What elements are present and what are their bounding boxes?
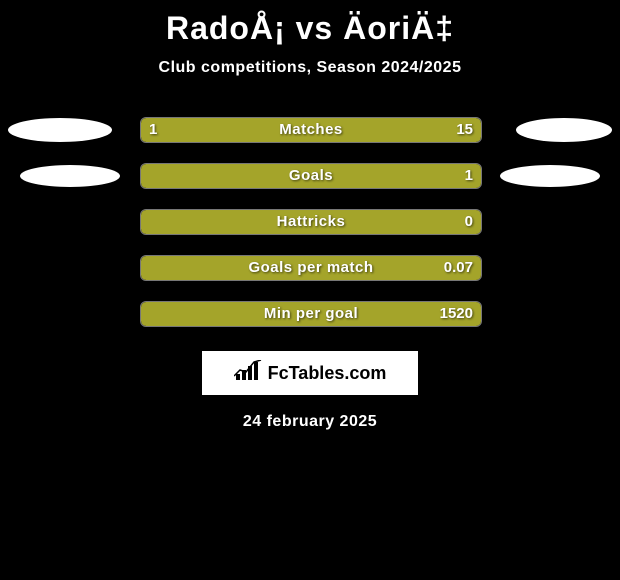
date-text: 24 february 2025 [0,413,620,431]
stat-value-left: 1 [149,121,157,138]
comparison-container: RadoÅ¡ vs ÄoriÄ‡ Club competitions, Seas… [0,10,620,431]
player-marker-left [8,118,112,142]
player-marker-left [20,165,120,187]
comparison-row: Min per goal1520 [0,291,620,337]
stat-value-right: 0 [465,213,473,230]
logo-text: FcTables.com [268,363,387,384]
player-marker-right [500,165,600,187]
page-title: RadoÅ¡ vs ÄoriÄ‡ [0,10,620,47]
stat-value-right: 1 [465,167,473,184]
stat-label: Hattricks [141,213,481,230]
stat-value-right: 1520 [440,305,473,322]
stat-value-right: 15 [456,121,473,138]
comparison-row: Matches1 15 [0,107,620,153]
stat-value-right: 0.07 [444,259,473,276]
stat-label: Goals [141,167,481,184]
stat-bar: Goals per match0.07 [140,255,482,281]
comparison-row: Goals per match0.07 [0,245,620,291]
stat-label: Goals per match [141,259,481,276]
stat-label: Min per goal [141,305,481,322]
comparison-rows: Matches115Goals1Hattricks0Goals per matc… [0,107,620,337]
logo-box[interactable]: FcTables.com [202,351,418,395]
stat-bar: Min per goal1520 [140,301,482,327]
logo-chart-icon [234,360,262,387]
comparison-row: Goals1 [0,153,620,199]
stat-label: Matches [141,121,481,138]
player-marker-right [516,118,612,142]
stat-bar: Hattricks0 [140,209,482,235]
stat-bar: Goals1 [140,163,482,189]
page-subtitle: Club competitions, Season 2024/2025 [0,59,620,77]
stat-bar: Matches1 15 [140,117,482,143]
comparison-row: Hattricks0 [0,199,620,245]
